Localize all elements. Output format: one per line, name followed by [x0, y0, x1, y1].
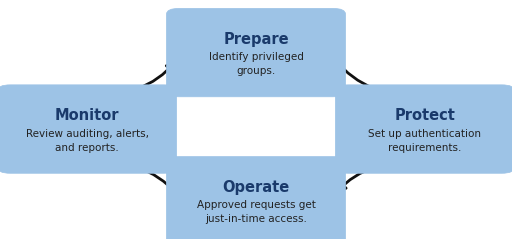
FancyBboxPatch shape [335, 85, 512, 173]
Text: Identify privileged
groups.: Identify privileged groups. [208, 52, 304, 76]
Text: Operate: Operate [222, 180, 290, 195]
FancyBboxPatch shape [166, 8, 346, 97]
Text: Protect: Protect [395, 109, 455, 123]
Text: Monitor: Monitor [55, 109, 119, 123]
FancyBboxPatch shape [166, 157, 346, 239]
Text: Approved requests get
just-in-time access.: Approved requests get just-in-time acces… [197, 200, 315, 224]
Text: Set up authentication
requirements.: Set up authentication requirements. [369, 129, 481, 152]
Text: Review auditing, alerts,
and reports.: Review auditing, alerts, and reports. [26, 129, 148, 152]
FancyBboxPatch shape [0, 85, 177, 173]
Text: Prepare: Prepare [223, 32, 289, 47]
